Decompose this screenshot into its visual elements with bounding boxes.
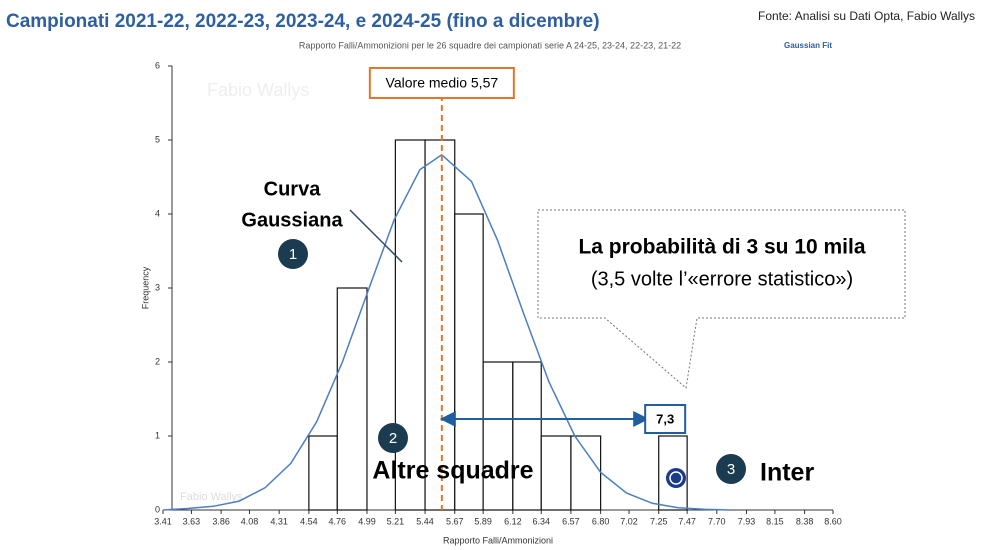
plot: 0 1 2 3 4 5 6 3.41 3.63 3.86 4.08 4.31 4.54 4.76 4.99 5… bbox=[154, 60, 842, 526]
y-tick-label: 1 bbox=[155, 430, 160, 440]
badge-number: 1 bbox=[289, 246, 297, 263]
x-tick-label: 7.02 bbox=[620, 516, 638, 526]
y-tick-label: 6 bbox=[155, 60, 160, 70]
source: Fonte: Analisi su Dati Opta, Fabio Wally… bbox=[758, 9, 975, 23]
x-tick-label: 6.34 bbox=[532, 516, 550, 526]
annotations: Curva Gaussiana 1 2 3 Altre squadre Inte… bbox=[241, 178, 906, 488]
gaussian-curve bbox=[162, 153, 730, 511]
x-tick-label: 8.60 bbox=[824, 516, 842, 526]
bar bbox=[336, 287, 368, 511]
chart-subtitle: Rapporto Falli/Ammonizioni per le 26 squ… bbox=[299, 40, 681, 50]
inter-logo bbox=[669, 471, 683, 485]
bar bbox=[424, 139, 456, 511]
x-tick-label: 6.57 bbox=[562, 516, 580, 526]
x-tick-label: 3.63 bbox=[183, 516, 201, 526]
fit-label: Gaussian Fit bbox=[784, 41, 832, 50]
annotation: (3,5 volte l’«errore statistico») bbox=[591, 268, 853, 290]
x-tick-label: 4.76 bbox=[329, 516, 347, 526]
x-tick-label: 5.89 bbox=[474, 516, 492, 526]
y-tick-label: 4 bbox=[155, 208, 160, 218]
annotation: Curva bbox=[264, 178, 322, 200]
annotation: La probabilità di 3 su 10 mila bbox=[578, 236, 865, 259]
y-tick-label: 5 bbox=[155, 134, 160, 144]
x-tick-label: 4.54 bbox=[300, 516, 318, 526]
x-axis-label: Rapporto Falli/Ammonizioni bbox=[443, 535, 553, 545]
badge-number: 3 bbox=[727, 461, 735, 478]
bar bbox=[512, 361, 542, 511]
pointer bbox=[349, 209, 403, 263]
mean-label-box bbox=[368, 67, 515, 99]
x-tick-label: 7.93 bbox=[738, 516, 756, 526]
bar bbox=[482, 361, 514, 511]
annotation: Altre squadre bbox=[372, 457, 533, 485]
inter-logo bbox=[666, 468, 686, 488]
value-label: 7,3 bbox=[656, 411, 674, 426]
x-tick-label: 4.08 bbox=[241, 516, 259, 526]
bar bbox=[540, 435, 572, 511]
x-tick-label: 5.44 bbox=[416, 516, 434, 526]
chart-title: Campionati 2021-22, 2022-23, 2023-24, e … bbox=[6, 11, 600, 32]
x-tick-label: 3.41 bbox=[154, 516, 172, 526]
badge bbox=[378, 423, 408, 453]
y-tick-label: 3 bbox=[155, 282, 160, 292]
y-tick-label: 0 bbox=[155, 504, 160, 514]
x-tick-label: 8.38 bbox=[796, 516, 814, 526]
y-tick-label: 2 bbox=[155, 356, 160, 366]
x-tick-label: 6.80 bbox=[592, 516, 610, 526]
x-tick-label: 4.31 bbox=[270, 516, 288, 526]
badge bbox=[716, 454, 746, 484]
badge bbox=[278, 239, 308, 269]
x-tick-label: 5.21 bbox=[387, 516, 405, 526]
watermark: Fabio Wallys bbox=[180, 491, 243, 503]
annotation: Inter bbox=[760, 459, 814, 487]
x-tick-label: 7.70 bbox=[708, 516, 726, 526]
y-axis-label: Frequency bbox=[140, 266, 150, 309]
bar bbox=[570, 435, 602, 511]
mean-label: Valore medio 5,57 bbox=[386, 75, 499, 91]
callout bbox=[537, 209, 906, 389]
x-tick-label: 7.25 bbox=[650, 516, 668, 526]
x-tick-label: 4.99 bbox=[358, 516, 376, 526]
x-tick-label: 6.12 bbox=[504, 516, 522, 526]
annotation: Gaussiana bbox=[241, 209, 343, 231]
bar bbox=[394, 139, 426, 511]
value-box bbox=[644, 404, 687, 434]
x-tick-label: 5.67 bbox=[446, 516, 464, 526]
x-tick-label: 3.86 bbox=[212, 516, 230, 526]
x-tick-label: 8.15 bbox=[766, 516, 784, 526]
badge-number: 2 bbox=[389, 430, 397, 447]
x-tick-label: 7.47 bbox=[678, 516, 696, 526]
watermark: Fabio Wallys bbox=[207, 80, 309, 100]
bar bbox=[308, 435, 338, 511]
